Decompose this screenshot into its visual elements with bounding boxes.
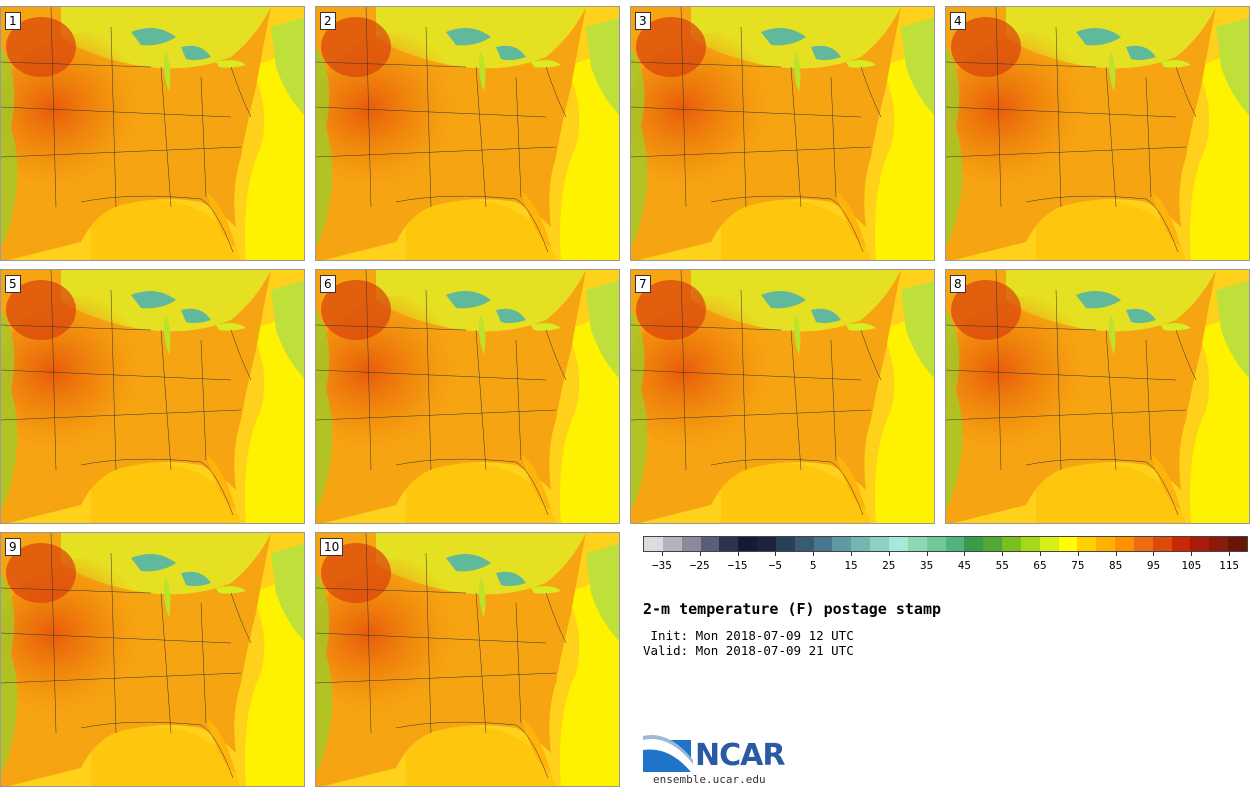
colorbar-segment (644, 537, 663, 551)
colorbar-tick (1040, 552, 1042, 556)
map-panel-3: 3 (630, 6, 935, 261)
map-panel-2: 2 (315, 6, 620, 261)
colorbar-segment (964, 537, 984, 551)
colorbar-tick-label: 35 (919, 559, 934, 572)
colorbar-tick-label: −5 (768, 559, 782, 572)
colorbar-segment (1002, 537, 1021, 551)
colorbar-tick-label: 95 (1146, 559, 1161, 572)
panel-number: 10 (320, 538, 344, 556)
colorbar-segment (700, 537, 720, 551)
colorbar-tick-label: 55 (995, 559, 1009, 572)
colorbar-segment (1133, 537, 1153, 551)
colorbar-tick (1191, 552, 1193, 556)
panel-number: 9 (5, 538, 21, 556)
map-panel-5: 5 (0, 269, 305, 524)
colorbar-segment (1171, 537, 1191, 551)
colorbar-tick (1115, 552, 1117, 556)
colorbar-segment (1209, 537, 1229, 551)
colorbar-tick-label: −15 (727, 559, 748, 572)
panel-number: 7 (635, 275, 651, 293)
colorbar-segment (1020, 537, 1040, 551)
colorbar-tick (1229, 552, 1231, 556)
ncar-logo-text: NCAR (695, 738, 785, 773)
colorbar-tick-label: 25 (882, 559, 896, 572)
colorbar-tick-label: 85 (1109, 559, 1123, 572)
colorbar-segment (757, 537, 776, 551)
colorbar-segment (1152, 537, 1172, 551)
colorbar-segment (870, 537, 889, 551)
panel-number: 8 (950, 275, 966, 293)
colorbar-tick (699, 552, 701, 556)
colorbar-segment (794, 537, 814, 551)
colorbar-segment (832, 537, 852, 551)
map-panel-9: 9 (0, 532, 305, 787)
colorbar-tick (737, 552, 739, 556)
init-time: Init: Mon 2018-07-09 12 UTC (643, 628, 854, 643)
map-panel-4: 4 (945, 6, 1250, 261)
colorbar-tick (1002, 552, 1004, 556)
colorbar-segment (1115, 537, 1134, 551)
colorbar-segment (1096, 537, 1116, 551)
colorbar-tick (1077, 552, 1079, 556)
map-panel-1: 1 (0, 6, 305, 261)
colorbar-segment (1077, 537, 1097, 551)
colorbar-tick-label: 15 (844, 559, 858, 572)
colorbar-segment (1039, 537, 1059, 551)
colorbar-tick (813, 552, 815, 556)
colorbar-segment (738, 537, 758, 551)
colorbar-tick-label: −35 (651, 559, 672, 572)
colorbar-segment (775, 537, 795, 551)
colorbar-tick (964, 552, 966, 556)
colorbar-tick-label: 65 (1033, 559, 1047, 572)
colorbar-tick (888, 552, 890, 556)
map-panel-8: 8 (945, 269, 1250, 524)
colorbar-segment (1228, 537, 1247, 551)
colorbar-tick-label: 45 (957, 559, 972, 572)
colorbar-tick (850, 552, 852, 556)
colorbar-segment (851, 537, 871, 551)
map-title: 2-m temperature (F) postage stamp (643, 600, 942, 618)
colorbar-tick-label: 5 (809, 559, 817, 572)
panel-number: 5 (5, 275, 21, 293)
colorbar-tick (1153, 552, 1155, 556)
panel-number: 6 (320, 275, 336, 293)
colorbar-segment (681, 537, 701, 551)
panel-number: 1 (5, 12, 21, 30)
panel-number: 3 (635, 12, 651, 30)
colorbar-tick-label: −25 (689, 559, 710, 572)
site-url: ensemble.ucar.edu (653, 773, 766, 786)
colorbar-segment (945, 537, 965, 551)
colorbar (643, 536, 1248, 552)
colorbar-segment (926, 537, 946, 551)
colorbar-segment (907, 537, 927, 551)
panel-number: 2 (320, 12, 336, 30)
colorbar-tick (775, 552, 777, 556)
colorbar-tick-label: 75 (1071, 559, 1085, 572)
colorbar-segment (888, 537, 908, 551)
colorbar-segment (719, 537, 739, 551)
ncar-logo: NCAR (643, 730, 793, 775)
map-panel-6: 6 (315, 269, 620, 524)
colorbar-ticks: −35 −25 −15 −5 5 15 25 35 45 55 65 75 85 95 105 115 (643, 552, 1248, 572)
colorbar-tick-label: 115 (1219, 559, 1240, 572)
colorbar-segment (662, 537, 682, 551)
ncar-logo-icon (643, 735, 693, 772)
map-panel-10: 10 (315, 532, 620, 787)
valid-time: Valid: Mon 2018-07-09 21 UTC (643, 643, 854, 658)
map-panel-7: 7 (630, 269, 935, 524)
colorbar-segment (1190, 537, 1210, 551)
colorbar-tick (661, 552, 663, 556)
colorbar-segment (813, 537, 833, 551)
colorbar-tick (926, 552, 928, 556)
colorbar-segment (1058, 537, 1078, 551)
colorbar-segment (983, 537, 1003, 551)
colorbar-tick-label: 105 (1181, 559, 1202, 572)
panel-number: 4 (950, 12, 966, 30)
